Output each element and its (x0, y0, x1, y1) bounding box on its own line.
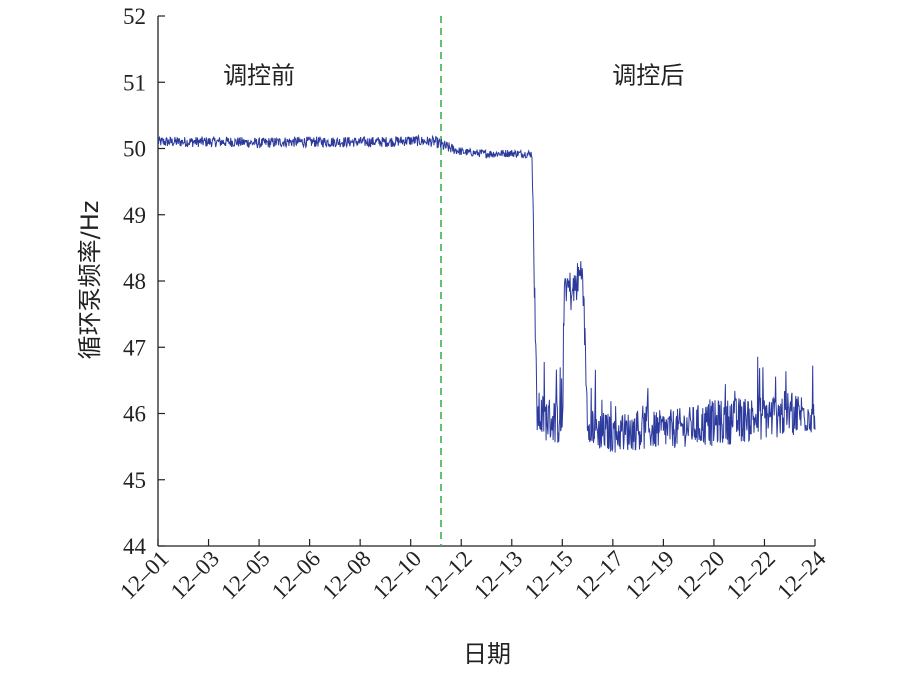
x-tick-label: 12–08 (317, 546, 375, 604)
x-tick-label: 12–22 (722, 546, 780, 604)
y-tick-label: 46 (123, 402, 146, 427)
x-tick-label: 12–10 (368, 546, 426, 604)
x-tick-label: 12–15 (520, 546, 578, 604)
y-tick-label: 52 (123, 4, 146, 29)
y-tick-label: 45 (123, 468, 146, 493)
data-series-line (157, 133, 816, 453)
plot-area (157, 16, 816, 546)
region-label: 调控后 (612, 62, 684, 90)
ticks: 44454647484950515212–0112–0312–0512–0612… (115, 4, 831, 604)
region-label: 调控前 (223, 62, 295, 90)
y-tick-label: 48 (123, 269, 146, 294)
y-tick-label: 44 (123, 534, 147, 559)
y-axis-label: 循环泵频率/Hz (76, 201, 104, 360)
x-tick-label: 12–03 (166, 546, 224, 604)
x-tick-label: 12–20 (671, 546, 729, 604)
y-tick-label: 47 (123, 335, 146, 360)
y-tick-label: 49 (123, 203, 146, 228)
labels: 日期 循环泵频率/Hz 调控前 调控后 (76, 62, 684, 668)
x-tick-label: 12–06 (267, 546, 325, 604)
x-axis-label: 日期 (463, 640, 511, 668)
x-tick-label: 12–12 (418, 546, 476, 604)
x-tick-label: 12–05 (216, 546, 274, 604)
y-tick-label: 51 (123, 70, 146, 95)
x-tick-label: 12–17 (570, 546, 628, 604)
x-tick-label: 12–19 (621, 546, 679, 604)
y-tick-label: 50 (123, 137, 146, 162)
x-tick-label: 12–13 (469, 546, 527, 604)
x-tick-label: 12–24 (772, 546, 831, 605)
axes (157, 16, 815, 547)
